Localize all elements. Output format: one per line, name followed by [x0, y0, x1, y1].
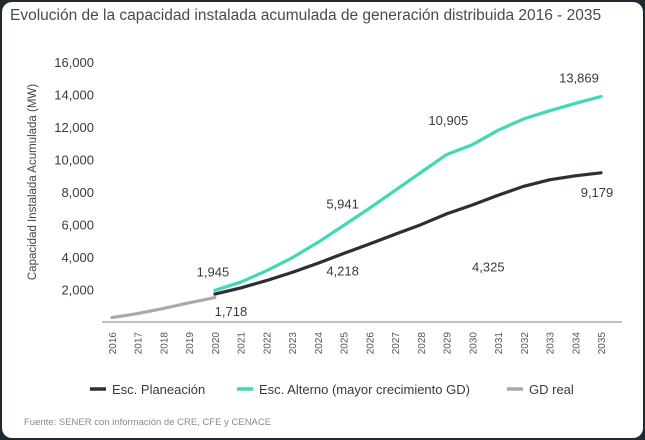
y-tick-label: 14,000	[54, 88, 94, 103]
y-tick-label: 10,000	[54, 153, 94, 168]
x-tick-label: 2017	[134, 332, 145, 355]
x-tick-label: 2028	[417, 332, 428, 355]
x-tick-label: 2029	[443, 332, 454, 355]
y-tick-label: 2,000	[61, 283, 94, 298]
x-tick-label: 2016	[108, 332, 119, 355]
data-label: 13,869	[559, 71, 599, 86]
x-tick-label: 2020	[211, 332, 222, 355]
x-tick-label: 2031	[494, 332, 505, 355]
x-tick-label: 2021	[237, 332, 248, 355]
data-label: 10,905	[428, 113, 468, 128]
y-tick-label: 16,000	[54, 55, 94, 70]
legend-label: Esc. Alterno (mayor crecimiento GD)	[259, 382, 470, 397]
data-label: 5,941	[326, 196, 359, 211]
x-tick-label: 2022	[262, 332, 273, 355]
x-tick-label: 2018	[159, 332, 170, 355]
x-tick-label: 2025	[340, 332, 351, 355]
x-tick-label: 2026	[365, 332, 376, 355]
series-line	[110, 296, 217, 320]
y-tick-label: 12,000	[54, 120, 94, 135]
data-label: 1,945	[197, 264, 230, 279]
data-label: 9,179	[581, 185, 614, 200]
x-tick-label: 2035	[597, 332, 608, 355]
x-tick-label: 2019	[185, 332, 196, 355]
data-label: 1,718	[215, 304, 248, 319]
data-label: 4,325	[472, 260, 505, 275]
chart-title: Evolución de la capacidad instalada acum…	[10, 7, 602, 24]
source-note: Fuente: SENER con información de CRE, CF…	[24, 417, 272, 428]
legend-label: Esc. Planeación	[112, 382, 205, 397]
series-line	[213, 171, 603, 296]
x-tick-label: 2034	[571, 332, 582, 355]
y-axis-title: Capacidad Instalada Acumulada (MW)	[27, 84, 39, 280]
x-tick-label: 2023	[288, 332, 299, 355]
y-tick-label: 4,000	[61, 250, 94, 265]
data-label: 4,218	[326, 263, 359, 278]
x-tick-label: 2024	[314, 332, 325, 355]
y-tick-label: 6,000	[61, 218, 94, 233]
x-tick-label: 2033	[546, 332, 557, 355]
x-tick-label: 2030	[468, 332, 479, 355]
x-tick-label: 2032	[520, 332, 531, 355]
x-tick-label: 2027	[391, 332, 402, 355]
series-line	[213, 95, 603, 292]
legend-label: GD real	[529, 382, 574, 397]
y-tick-label: 8,000	[61, 185, 94, 200]
